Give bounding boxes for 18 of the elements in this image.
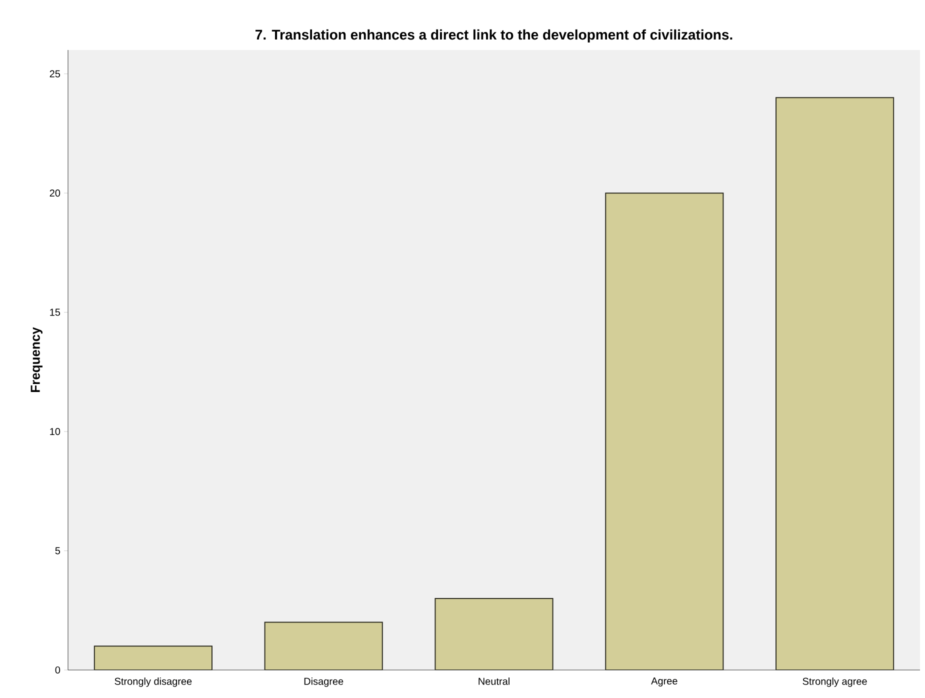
x-tick-label: Strongly disagree	[114, 678, 192, 687]
x-tick-label: Disagree	[304, 678, 344, 687]
y-tick-label: 25	[50, 70, 60, 78]
x-tick-label: Neutral	[478, 678, 510, 685]
y-tick-label: 20	[50, 190, 60, 197]
bar	[776, 97, 894, 670]
y-tick-label: 15	[50, 308, 60, 316]
y-axis-title: Frequency	[30, 327, 42, 392]
y-tick-label: 0	[55, 666, 60, 674]
bar	[434, 598, 554, 670]
chart-title: 7. Translation enhances a direct link to the development of civilizations.	[256, 29, 732, 42]
y-tick-label: 5	[55, 547, 60, 554]
bar	[264, 622, 383, 670]
bar	[605, 192, 724, 670]
bar	[94, 646, 212, 670]
y-tick-label: 10	[50, 428, 60, 436]
x-tick-label: Agree	[651, 678, 678, 686]
x-tick-label: Strongly agree	[802, 678, 867, 687]
